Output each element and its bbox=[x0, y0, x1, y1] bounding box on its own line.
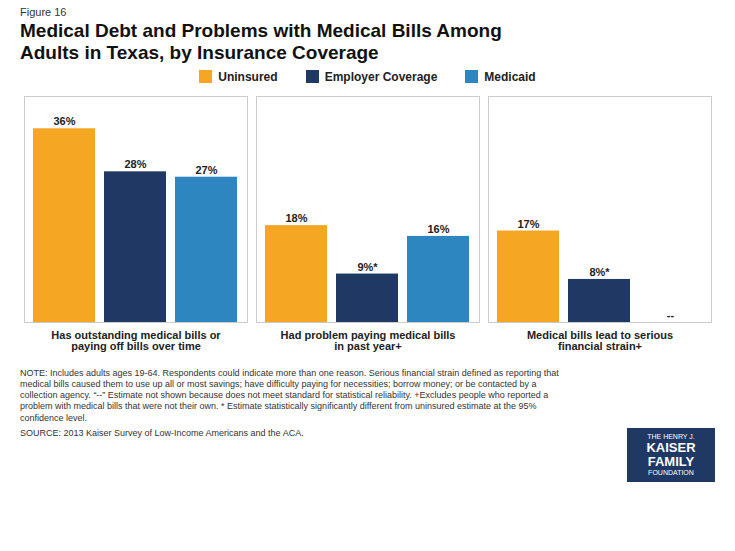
html-text:Medical Debt and Problems with: Medical Debt and Problems with Medical B… bbox=[20, 20, 502, 63]
html-text:KAISER: KAISER bbox=[646, 439, 696, 455]
html-text:SOURCE: 2013 Kaiser Survey of: SOURCE: 2013 Kaiser Survey of Low-Income… bbox=[20, 427, 304, 438]
svg-text:16%: 16% bbox=[427, 223, 449, 235]
svg-text:Had problem paying medical bil: Had problem paying medical billsin past … bbox=[281, 329, 456, 352]
svg-text:28%: 28% bbox=[124, 158, 146, 170]
svg-text:9%*: 9%* bbox=[357, 260, 378, 272]
html-text:Uninsured: Uninsured bbox=[218, 69, 278, 84]
html-text:THE HENRY J.: THE HENRY J. bbox=[647, 432, 695, 440]
html-text:Employer Coverage: Employer Coverage bbox=[324, 69, 438, 84]
svg-text:Medical bills lead to seriousf: Medical bills lead to seriousfinancial s… bbox=[527, 329, 673, 352]
svg-text:36%: 36% bbox=[53, 115, 75, 127]
html-text:FAMILY: FAMILY bbox=[647, 453, 695, 469]
svg-text:--: -- bbox=[667, 309, 675, 321]
svg-text:27%: 27% bbox=[195, 163, 217, 175]
html-text:NOTE: Includes adults ages 19-: NOTE: Includes adults ages 19-64. Respon… bbox=[20, 367, 559, 423]
html-text:Medicaid: Medicaid bbox=[484, 69, 536, 84]
html-text:Figure 16: Figure 16 bbox=[20, 6, 67, 18]
svg-text:8%*: 8%* bbox=[589, 266, 610, 278]
svg-text:17%: 17% bbox=[517, 217, 539, 229]
html-text:FOUNDATION: FOUNDATION bbox=[648, 469, 694, 477]
svg-text:18%: 18% bbox=[285, 212, 307, 224]
svg-text:Has outstanding medical bills: Has outstanding medical bills orpaying o… bbox=[51, 329, 221, 352]
